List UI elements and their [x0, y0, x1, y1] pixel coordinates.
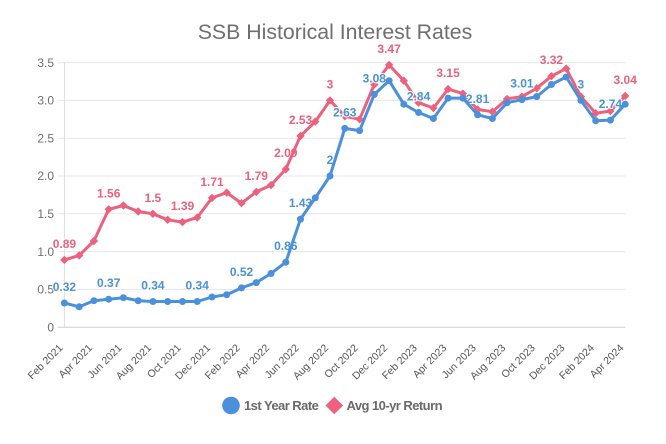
svg-text:0.89: 0.89 — [53, 237, 77, 251]
svg-text:1.0: 1.0 — [37, 245, 54, 259]
svg-text:2.5: 2.5 — [37, 131, 54, 145]
svg-text:3.15: 3.15 — [436, 66, 460, 80]
svg-text:3.47: 3.47 — [377, 42, 401, 56]
svg-text:3.0: 3.0 — [37, 94, 54, 108]
svg-text:2.84: 2.84 — [407, 90, 431, 104]
svg-text:1.79: 1.79 — [245, 169, 269, 183]
svg-text:2.0: 2.0 — [37, 169, 54, 183]
svg-text:3.5: 3.5 — [37, 56, 54, 70]
svg-text:3.32: 3.32 — [540, 53, 564, 67]
svg-text:3.01: 3.01 — [510, 77, 534, 91]
svg-text:1.5: 1.5 — [145, 191, 162, 205]
svg-text:2.81: 2.81 — [466, 92, 490, 106]
svg-text:Avg 10-yr Return: Avg 10-yr Return — [347, 398, 443, 413]
svg-text:3.04: 3.04 — [614, 73, 638, 87]
svg-text:3: 3 — [327, 77, 334, 91]
svg-text:0.52: 0.52 — [230, 265, 254, 279]
svg-text:2.53: 2.53 — [289, 113, 313, 127]
svg-text:0.32: 0.32 — [53, 280, 77, 294]
svg-text:0.37: 0.37 — [97, 276, 121, 290]
svg-text:1.56: 1.56 — [97, 186, 121, 200]
svg-text:SSB Historical Interest Rates: SSB Historical Interest Rates — [198, 20, 473, 44]
svg-text:1.5: 1.5 — [37, 207, 54, 221]
svg-text:1.39: 1.39 — [171, 199, 195, 213]
svg-text:1.71: 1.71 — [200, 175, 224, 189]
svg-text:2.74: 2.74 — [599, 97, 623, 111]
svg-text:1st Year Rate: 1st Year Rate — [244, 398, 319, 413]
svg-text:3: 3 — [578, 77, 585, 91]
svg-text:2: 2 — [327, 153, 334, 167]
svg-text:2.63: 2.63 — [333, 105, 357, 119]
svg-text:0.34: 0.34 — [141, 279, 165, 293]
svg-text:0.34: 0.34 — [186, 279, 210, 293]
svg-text:0: 0 — [47, 320, 54, 334]
svg-text:3.08: 3.08 — [363, 71, 387, 85]
svg-text:0.5: 0.5 — [37, 283, 54, 297]
